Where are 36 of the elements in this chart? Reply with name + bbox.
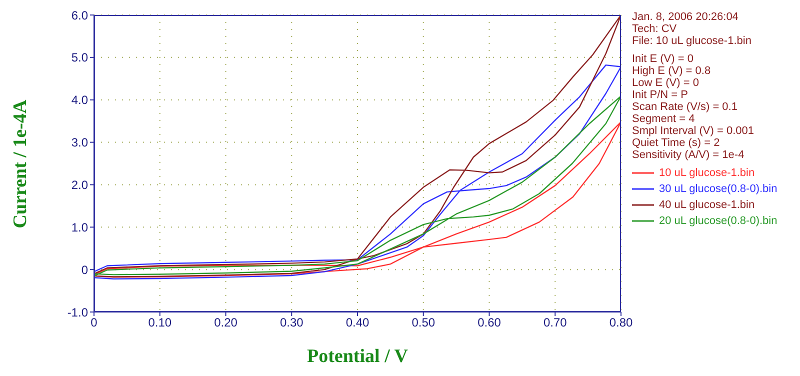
legend-label: 10 uL glucose-1.bin (659, 166, 755, 181)
x-axis-title: Potential / V (306, 346, 409, 368)
y-axis-title: Current / 1e-4A (10, 99, 32, 228)
text: Init E (V) = 0 (632, 53, 694, 65)
y-tick-label: 1.0 (71, 220, 88, 234)
legend-label: 30 uL glucose(0.8-0).bin (659, 182, 778, 197)
x-tick-label: 0.60 (478, 316, 502, 330)
y-tick-label: 4.0 (71, 93, 88, 108)
legend-label: 20 uL glucose(0.8-0).bin (659, 214, 778, 229)
legend-label: 40 uL glucose-1.bin (659, 198, 755, 213)
y-tick-label: -1.0 (67, 305, 88, 320)
x-tick-label: 0 (90, 316, 98, 330)
y-tick-label: 2.0 (71, 178, 88, 192)
x-tick-label: 0.10 (148, 316, 172, 330)
x-tick-label: 0.30 (280, 316, 304, 330)
text: High E (V) = 0.8 (632, 65, 712, 77)
x-tick-label: 0.70 (543, 316, 568, 330)
y-tick-label: 5.0 (71, 50, 88, 65)
text: Scan Rate (V/s) = 0.1 (632, 101, 738, 113)
y-tick-label: 6.0 (71, 8, 88, 22)
text: File: 10 uL glucose-1.bin (632, 35, 752, 47)
x-tick-label: 0.20 (214, 316, 238, 330)
text: Quiet Time (s) = 2 (632, 137, 721, 149)
x-tick-label: 0.80 (609, 316, 633, 330)
text: Sensitivity (A/V) = 1e-4 (632, 149, 746, 161)
text: Smpl Interval (V) = 0.001 (632, 125, 754, 137)
text: Tech: CV (632, 23, 678, 35)
x-tick-label: 0.50 (412, 316, 436, 330)
text: Jan. 8, 2006 20:26:04 (632, 11, 740, 23)
text: Init P/N = P (632, 89, 689, 101)
y-tick-label: 3.0 (71, 136, 88, 150)
text: Segment = 4 (632, 113, 696, 125)
x-tick-label: 0.40 (346, 316, 370, 330)
text: Low E (V) = 0 (632, 77, 700, 89)
y-tick-label: 0 (81, 262, 88, 277)
line-series (94, 64, 621, 280)
